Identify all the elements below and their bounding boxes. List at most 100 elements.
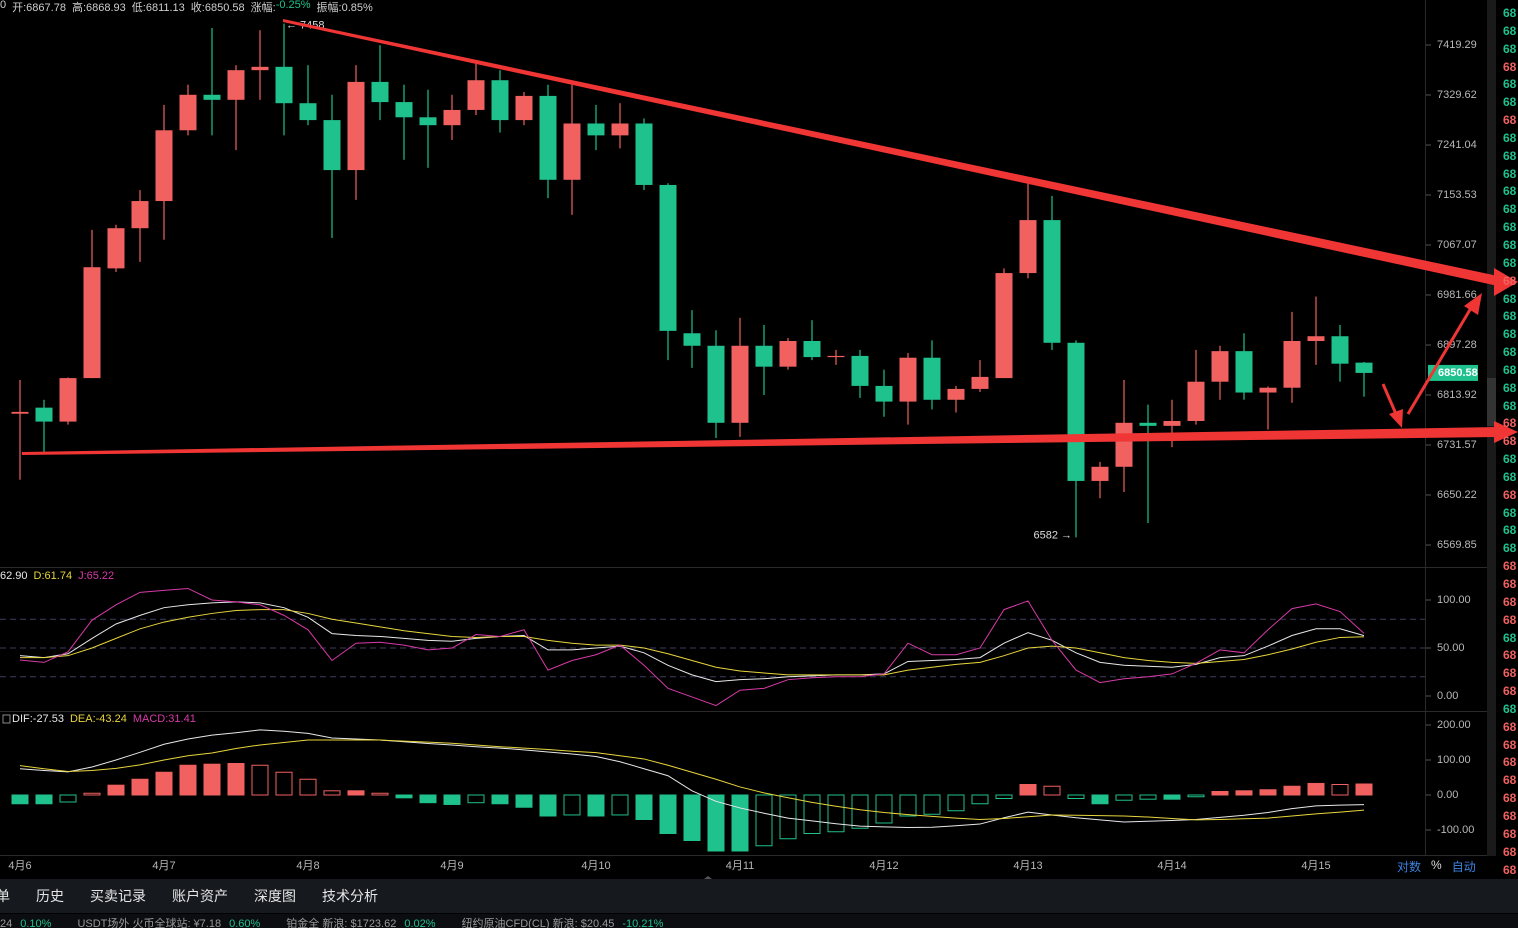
macd-bar — [1211, 790, 1229, 796]
macd-bar — [1115, 794, 1133, 801]
x-tick-label: 4月9 — [440, 860, 463, 872]
edge-price: 68 — [1503, 808, 1517, 823]
legend-item: J:65.22 — [78, 570, 115, 582]
tab[interactable]: 账户资产 — [172, 888, 228, 904]
candle-body — [1331, 336, 1349, 364]
ticker-item: USDT场外 火币全球站: ¥7.18 — [77, 918, 222, 928]
candle-body — [947, 388, 965, 400]
candle-body — [443, 109, 461, 126]
legend-item: DEA:-43.24 — [69, 713, 127, 725]
edge-price: 68 — [1503, 184, 1517, 199]
x-tick-label: 4月14 — [1157, 860, 1186, 872]
macd-bar — [275, 771, 293, 796]
macd-bar — [1283, 785, 1301, 796]
candle-body — [1235, 351, 1253, 393]
macd-bar — [443, 794, 461, 805]
y-tick-label: 6731.57 — [1437, 439, 1477, 451]
y-tick-label: 6813.92 — [1437, 389, 1477, 401]
candle-body — [467, 80, 485, 110]
candle-body — [11, 411, 29, 414]
candle-body — [755, 345, 773, 367]
scroll-thumb[interactable] — [1487, 378, 1496, 426]
edge-price: 68 — [1503, 737, 1517, 752]
x-tick-label: 4月15 — [1301, 860, 1330, 872]
trend-line — [283, 19, 1498, 286]
edge-price: 68 — [1503, 95, 1517, 110]
macd-bar — [59, 794, 77, 803]
legend-item: DIF:-27.53 — [12, 713, 64, 725]
y-tick-label: 50.00 — [1437, 642, 1465, 654]
header-item: 开:6867.78 — [12, 2, 66, 14]
axis-button[interactable]: % — [1431, 858, 1442, 872]
macd-icon[interactable] — [2, 714, 11, 724]
macd-bar — [155, 771, 173, 796]
edge-price: 68 — [1503, 309, 1517, 324]
kdj-line — [19, 587, 1365, 707]
macd-bar — [707, 794, 725, 852]
tab[interactable]: 买卖记录 — [90, 888, 146, 904]
macd-bar — [323, 790, 341, 796]
candle-body — [515, 95, 533, 121]
candle-body — [1115, 422, 1133, 467]
macd-bar — [659, 794, 677, 834]
macd-bar — [851, 794, 869, 829]
macd-bar — [371, 792, 389, 796]
candle-body — [995, 273, 1013, 379]
axis-button[interactable]: 对数 — [1397, 860, 1422, 874]
candle-body — [227, 70, 245, 100]
macd-bar — [515, 794, 533, 808]
candle-body — [1091, 466, 1109, 481]
candle-body — [1259, 387, 1277, 393]
macd-line — [19, 729, 1365, 829]
macd-bar — [1043, 785, 1061, 796]
candle-body — [371, 81, 389, 103]
edge-price: 68 — [1503, 77, 1517, 92]
candle-body — [155, 130, 173, 202]
header-item: 涨幅: — [250, 2, 276, 14]
candle-body — [1163, 420, 1181, 426]
x-tick-label: 4月6 — [8, 860, 31, 872]
axis-button[interactable]: 自动 — [1451, 860, 1476, 874]
tab[interactable]: 深度图 — [254, 888, 296, 904]
edge-price: 68 — [1503, 469, 1517, 484]
edge-price: 68 — [1503, 505, 1517, 520]
edge-price: 68 — [1503, 23, 1517, 38]
macd-bar — [1163, 794, 1181, 800]
tab[interactable]: 单 — [0, 888, 10, 904]
edge-price: 68 — [1503, 327, 1517, 342]
ohlc-header: 0 开:6867.78 高:6868.93 低:6811.13 收:6850.58 涨幅:… — [0, 0, 373, 15]
macd-header: DIF:-27.53 DEA:-43.24 MACD:31.41 — [12, 713, 196, 725]
macd-bar — [179, 764, 197, 796]
arrow-head — [1389, 409, 1403, 428]
edge-price: 68 — [1503, 594, 1517, 609]
macd-bar — [1355, 783, 1373, 796]
macd-bar — [11, 794, 29, 805]
edge-price: 68 — [1503, 434, 1517, 449]
macd-bar — [107, 784, 125, 796]
candle-body — [1307, 336, 1325, 341]
macd-bar — [923, 794, 941, 815]
candle-body — [827, 355, 845, 358]
edge-price: 68 — [1503, 6, 1517, 20]
tab[interactable]: 技术分析 — [322, 888, 378, 904]
x-tick-label: 4月11 — [726, 860, 755, 872]
macd-bar — [395, 794, 413, 799]
macd-bar — [947, 794, 965, 812]
candle-body — [59, 378, 77, 422]
order-book-edge: 68 68 68 68 68 68 68 68 68 68 68 68 68 68 68 68 68 68 68 68… — [1503, 5, 1518, 915]
tab-bar: 单 历史 买卖记录 账户资产 深度图 技术分析 — [0, 879, 1518, 913]
y-tick-label: 6569.85 — [1437, 539, 1477, 551]
macd-bar — [1019, 783, 1037, 796]
macd-bar — [467, 794, 485, 804]
x-tick-label: 4月8 — [296, 860, 319, 872]
edge-price: 68 — [1503, 791, 1517, 806]
candle-body — [971, 376, 989, 389]
candle-body — [179, 94, 197, 131]
arrow-line — [1406, 307, 1473, 415]
edge-price: 68 — [1503, 666, 1517, 681]
candle-body — [131, 201, 149, 229]
edge-price: 68 — [1503, 523, 1517, 538]
y-tick-label: 6650.22 — [1437, 489, 1477, 501]
candle-body — [1139, 422, 1157, 426]
tab[interactable]: 历史 — [36, 888, 64, 904]
